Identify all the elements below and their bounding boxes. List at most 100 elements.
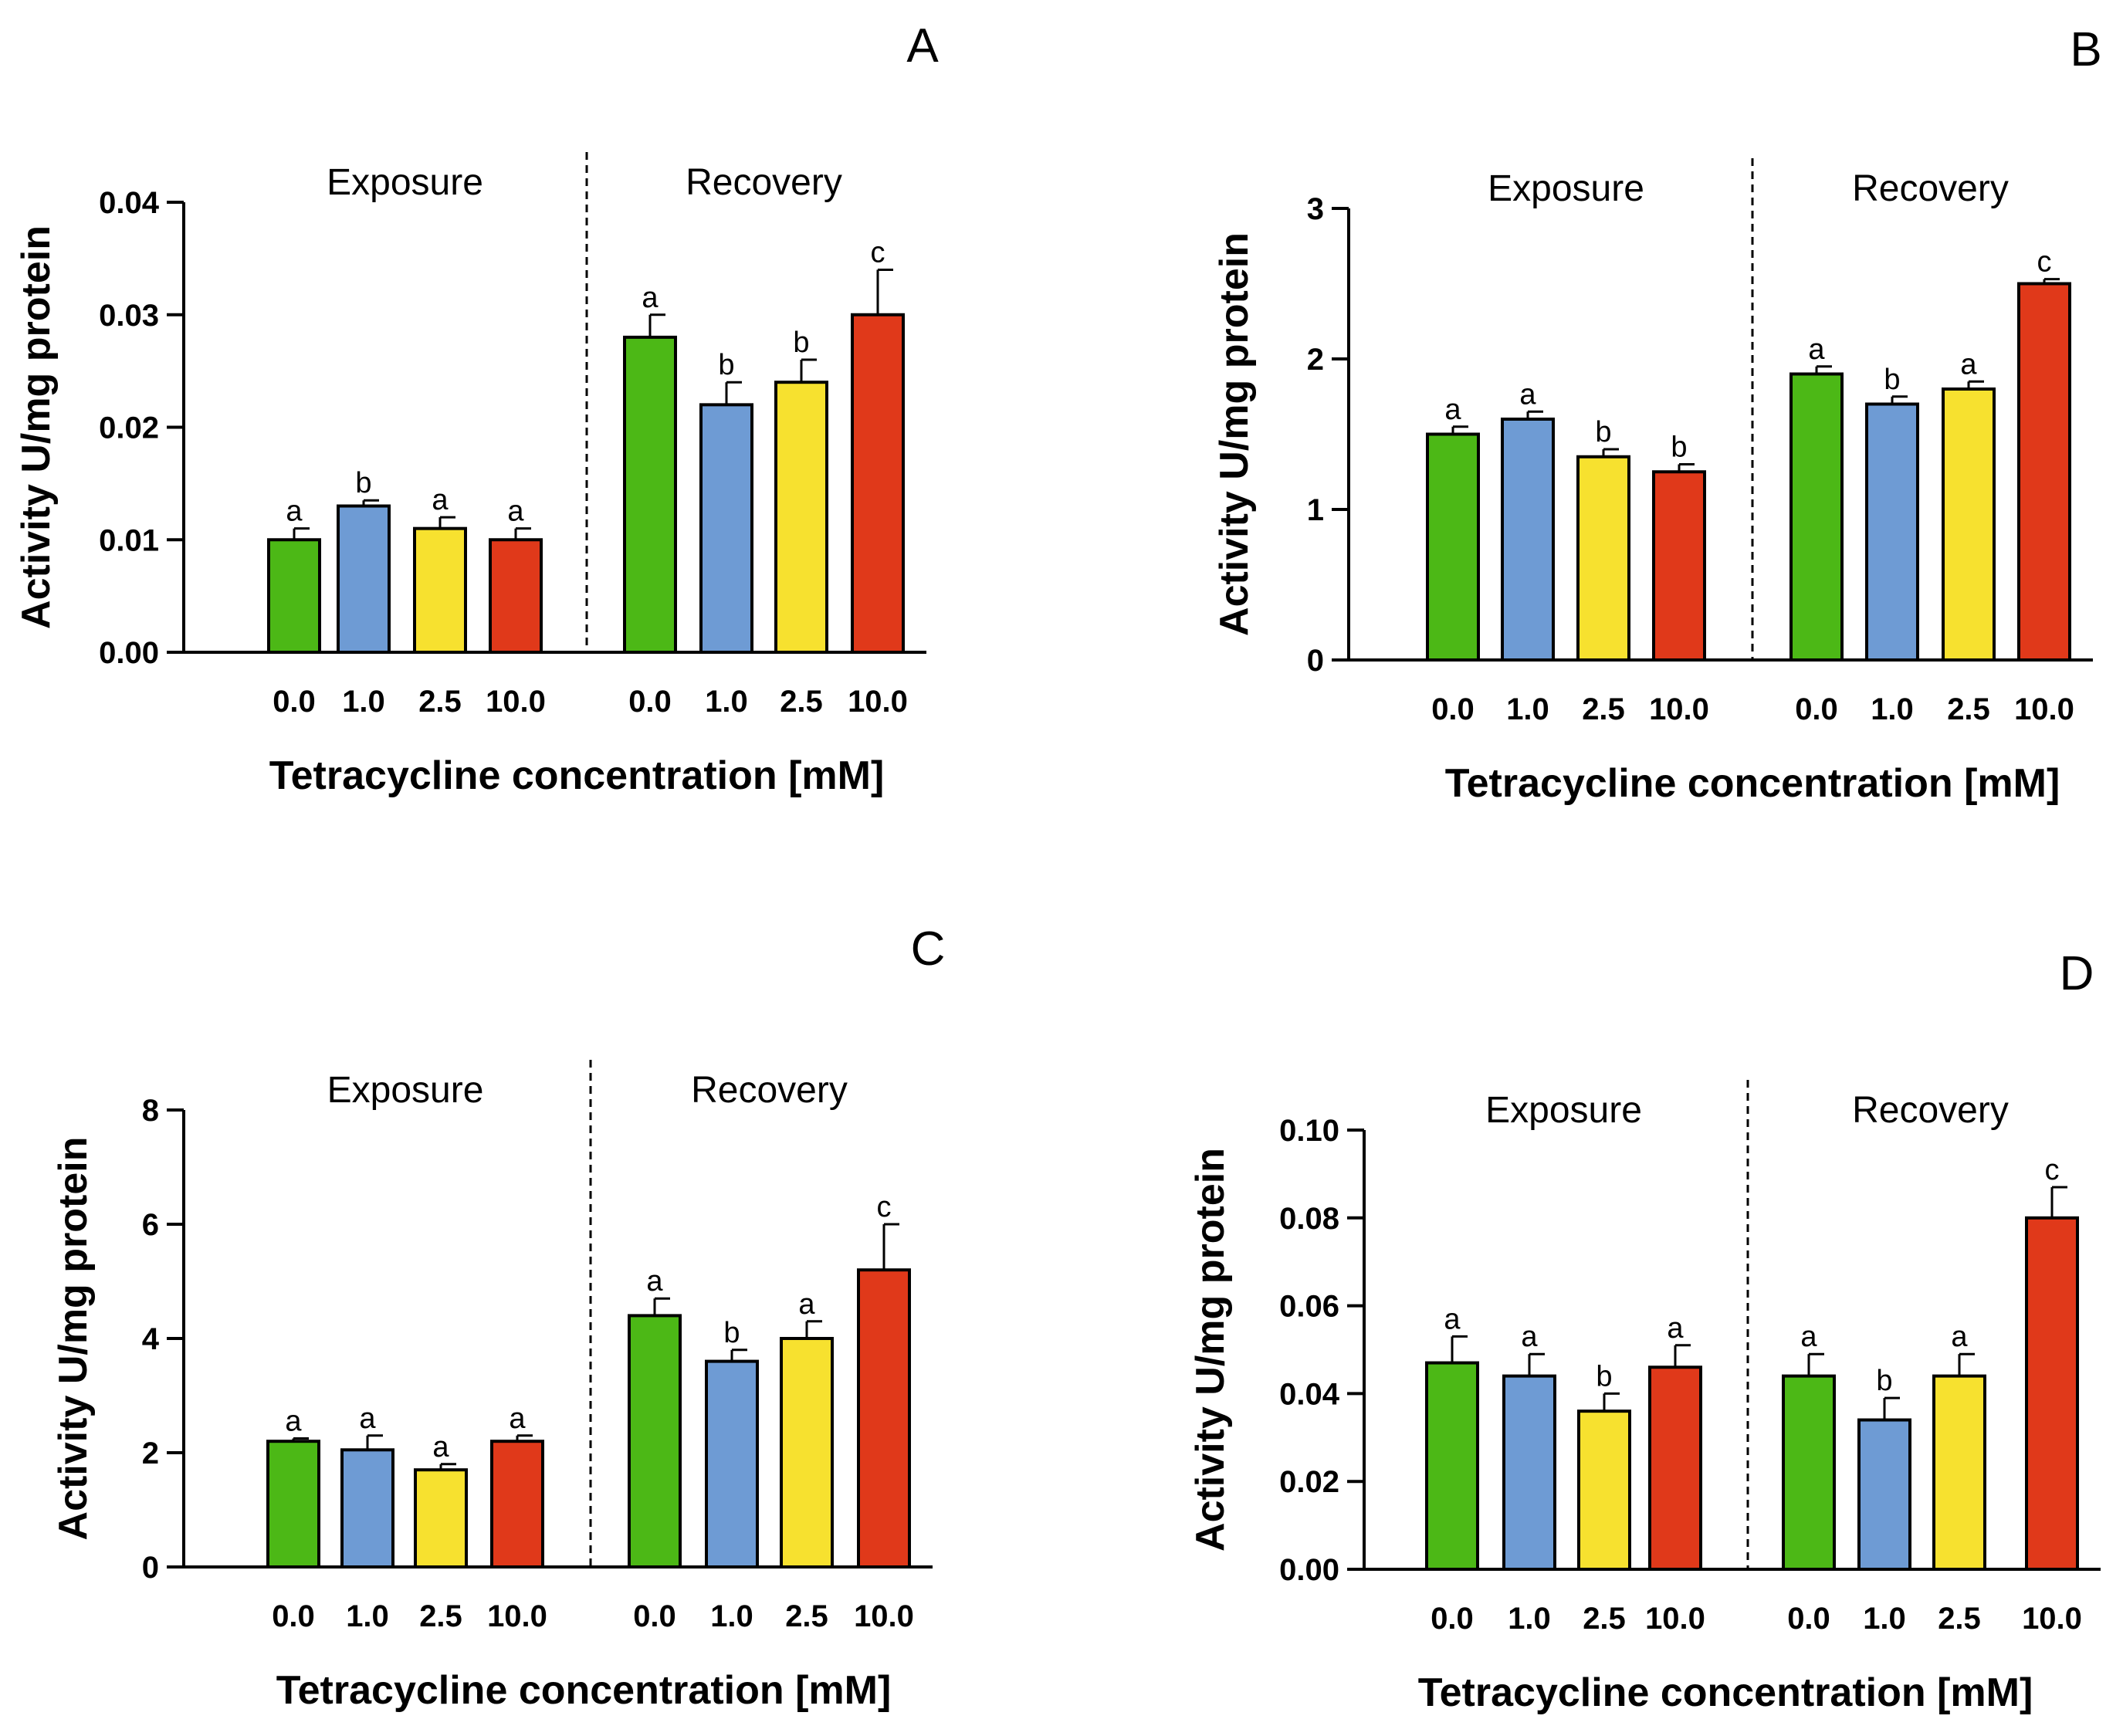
group-label-recovery: Recovery (1852, 1090, 2009, 1131)
x-tick-label: 10.0 (1645, 1602, 1705, 1636)
y-tick-label: 0.01 (99, 523, 159, 557)
bar-exposure-2.5 (1577, 1409, 1631, 1572)
bar-recovery-1.0 (1857, 1418, 1911, 1572)
bar-recovery-2.5 (774, 381, 828, 654)
x-tick-label: 2.5 (1938, 1602, 1981, 1636)
x-tick-label: 1.0 (710, 1599, 753, 1633)
significance-label: a (1800, 1321, 1817, 1353)
significance-label: b (1876, 1365, 1892, 1397)
bar-recovery-2.5 (780, 1337, 834, 1568)
y-tick-label: 0.00 (99, 636, 159, 670)
x-tick-label: 10.0 (2014, 692, 2074, 726)
significance-label: c (871, 236, 885, 269)
x-tick-label: 2.5 (785, 1599, 828, 1633)
y-tick-label: 0.06 (1279, 1290, 1339, 1324)
chart-panel-d: D 0.00 0.02 0.04 0.06 0.08 0.10 Exposure Recover… (1188, 947, 2101, 1715)
x-tick-label: 0.0 (272, 1599, 315, 1633)
x-tick-label: 2.5 (780, 685, 823, 719)
bar-recovery-1.0 (699, 403, 753, 654)
y-tick-label: 4 (142, 1322, 160, 1356)
bar-recovery-2.5 (1932, 1374, 1986, 1572)
y-tick-label: 0.04 (99, 186, 160, 220)
x-tick-label: 1.0 (346, 1599, 389, 1633)
y-tick-label: 0.00 (1279, 1553, 1339, 1587)
bar-exposure-0.0 (1426, 432, 1480, 662)
significance-label: a (642, 282, 659, 314)
significance-label: a (1519, 378, 1536, 411)
y-tick-label: 3 (1307, 192, 1324, 226)
x-tick-label: 0.0 (633, 1599, 676, 1633)
y-axis-title: Activity U/mg protein (1188, 1148, 1233, 1552)
x-tick-label: 1.0 (705, 685, 748, 719)
bar-recovery-1.0 (1865, 402, 1919, 662)
bar-exposure-2.5 (413, 526, 467, 654)
y-tick-label: 0 (142, 1551, 159, 1585)
significance-label: b (1884, 364, 1900, 396)
bar-exposure-2.5 (1576, 455, 1630, 662)
panel-letter: B (2070, 23, 2101, 76)
significance-label: a (646, 1265, 663, 1298)
bar-exposure-1.0 (337, 504, 391, 655)
significance-label: a (507, 496, 524, 528)
y-tick-label: 0.02 (99, 411, 159, 445)
x-tick-label: 2.5 (418, 685, 462, 719)
bar-exposure-0.0 (266, 1440, 320, 1568)
bar-recovery-10.0 (2017, 282, 2071, 662)
significance-label: a (1444, 394, 1461, 426)
significance-label: a (285, 1406, 302, 1438)
significance-label: b (718, 349, 734, 381)
significance-label: a (1521, 1321, 1538, 1353)
significance-label: c (877, 1191, 892, 1223)
chart-panel-b: B 0 1 2 3 Exposure Recovery a 0.0 a 1.0 b 2.5 b 10.0 a 0… (1212, 23, 2102, 806)
significance-label: b (793, 327, 809, 359)
y-axis-title: Activity U/mg protein (1212, 232, 1257, 636)
x-tick-label: 0.0 (1431, 692, 1475, 726)
x-axis-title: Tetracycline concentration [mM] (269, 753, 885, 798)
significance-label: a (1951, 1321, 1968, 1353)
bar-recovery-10.0 (2025, 1216, 2079, 1572)
bar-recovery-10.0 (851, 313, 905, 654)
y-axis-title: Activity U/mg protein (51, 1137, 96, 1541)
x-tick-label: 10.0 (854, 1599, 914, 1633)
bar-exposure-1.0 (1502, 1374, 1556, 1572)
bar-recovery-0.0 (1782, 1374, 1836, 1572)
significance-label: b (1595, 416, 1611, 448)
significance-label: a (1667, 1312, 1684, 1345)
group-label-exposure: Exposure (1488, 168, 1644, 209)
significance-label: a (359, 1403, 376, 1435)
bar-recovery-0.0 (628, 1314, 682, 1569)
y-tick-label: 0.02 (1279, 1465, 1339, 1499)
bar-exposure-2.5 (414, 1468, 468, 1568)
x-axis-title: Tetracycline concentration [mM] (276, 1668, 892, 1713)
y-tick-label: 2 (142, 1437, 159, 1470)
x-tick-label: 10.0 (1649, 692, 1709, 726)
x-tick-label: 2.5 (419, 1599, 462, 1633)
significance-label: a (432, 1431, 449, 1464)
bar-recovery-0.0 (1789, 372, 1844, 662)
x-tick-label: 0.0 (273, 685, 316, 719)
x-tick-label: 10.0 (487, 1599, 547, 1633)
chart-panel-c: C 0 2 4 6 8 Exposure Recovery a 0.0 a 1.0 a 2.5 a 10.0 a… (51, 922, 945, 1713)
significance-label: b (355, 467, 371, 499)
significance-label: b (723, 1317, 740, 1349)
bar-exposure-10.0 (1652, 470, 1706, 662)
significance-label: c (2045, 1154, 2060, 1186)
y-tick-label: 0.04 (1279, 1377, 1340, 1411)
bar-exposure-10.0 (489, 538, 543, 654)
x-tick-label: 1.0 (342, 685, 385, 719)
significance-label: a (798, 1288, 815, 1321)
x-tick-label: 0.0 (628, 685, 672, 719)
x-tick-label: 0.0 (1431, 1602, 1474, 1636)
bar-recovery-0.0 (623, 335, 677, 654)
bar-recovery-1.0 (705, 1359, 759, 1568)
panel-letter: D (2060, 947, 2094, 1000)
x-tick-label: 0.0 (1795, 692, 1838, 726)
x-tick-label: 1.0 (1863, 1602, 1906, 1636)
x-axis-title: Tetracycline concentration [mM] (1445, 761, 2060, 806)
y-tick-label: 0 (1307, 644, 1324, 678)
bar-exposure-0.0 (1425, 1361, 1479, 1571)
chart-panel-a: A 0.00 0.01 0.02 0.03 0.04 Exposure Recovery a 0.… (14, 19, 939, 798)
y-axis-title: Activity U/mg protein (14, 225, 59, 629)
significance-label: a (286, 496, 303, 528)
